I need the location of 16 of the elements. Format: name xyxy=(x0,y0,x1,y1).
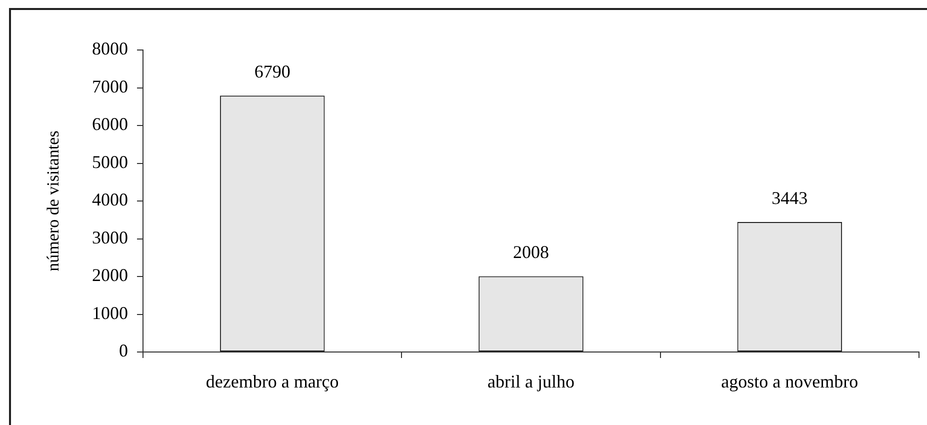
x-tick-label: dezembro a março xyxy=(206,372,339,392)
y-tick-label: 1000 xyxy=(92,302,128,323)
y-tick-label: 3000 xyxy=(92,227,128,248)
data-label: 2008 xyxy=(513,242,549,262)
x-tick-label: agosto a novembro xyxy=(721,372,858,392)
data-label: 3443 xyxy=(772,188,808,208)
y-axis-title: número de visitantes xyxy=(44,130,63,272)
x-tick-label: abril a julho xyxy=(488,372,574,392)
y-tick-label: 2000 xyxy=(92,265,128,286)
y-tick-label: 5000 xyxy=(92,152,128,172)
y-tick-label: 7000 xyxy=(92,76,128,96)
y-tick-label: 6000 xyxy=(92,114,128,134)
data-label: 6790 xyxy=(254,61,290,82)
y-tick-label: 4000 xyxy=(92,190,128,210)
y-tick-label: 8000 xyxy=(92,38,128,59)
y-tick-label: 0 xyxy=(119,340,128,361)
